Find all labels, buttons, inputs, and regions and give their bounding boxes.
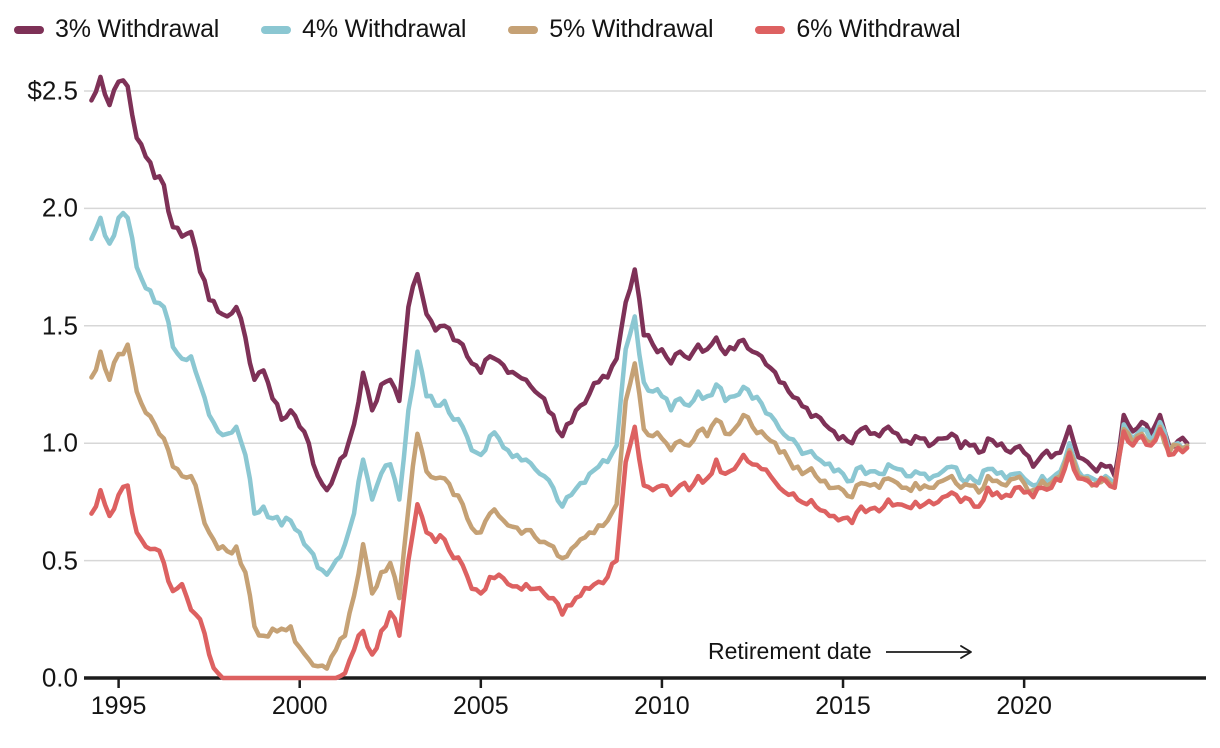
y-tick-label: 0.5: [41, 545, 78, 576]
x-tick-label: 2000: [271, 692, 328, 720]
legend-item-6pct-withdrawal: 6% Withdrawal: [755, 15, 961, 44]
legend-label-4pct: 4% Withdrawal: [302, 15, 467, 43]
legend-swatch-5pct: [508, 25, 539, 34]
legend-item-4pct-withdrawal: 4% Withdrawal: [261, 15, 466, 44]
y-tick-label: $2.5: [27, 75, 78, 106]
legend-label-6pct: 6% Withdrawal: [796, 15, 961, 43]
legend-item-5pct-withdrawal: 5% Withdrawal: [508, 15, 714, 44]
x-tick-label: 2010: [634, 692, 690, 720]
retirement-date-label: Retirement date: [708, 638, 872, 664]
y-tick-label: 0.0: [41, 662, 78, 693]
retirement-date-annotation: Retirement date: [708, 638, 980, 665]
chart-legend: 3% Withdrawal 4% Withdrawal 5% Withdrawa…: [14, 15, 1003, 44]
legend-label-3pct: 3% Withdrawal: [55, 15, 220, 43]
y-tick-label: 1.0: [41, 427, 78, 458]
legend-item-3pct-withdrawal: 3% Withdrawal: [14, 15, 219, 44]
legend-swatch-6pct: [755, 25, 786, 34]
legend-label-5pct: 5% Withdrawal: [549, 15, 714, 43]
y-tick-label: 2.0: [41, 192, 78, 223]
x-tick-label: 2005: [453, 692, 509, 720]
legend-swatch-4pct: [261, 25, 292, 34]
x-tick-label: 2015: [815, 692, 871, 720]
legend-swatch-3pct: [14, 25, 44, 34]
x-tick-label: 1995: [90, 692, 147, 720]
right-arrow-icon: [885, 644, 972, 659]
x-tick-label: 2020: [996, 692, 1052, 720]
y-tick-label: 1.5: [41, 310, 78, 341]
